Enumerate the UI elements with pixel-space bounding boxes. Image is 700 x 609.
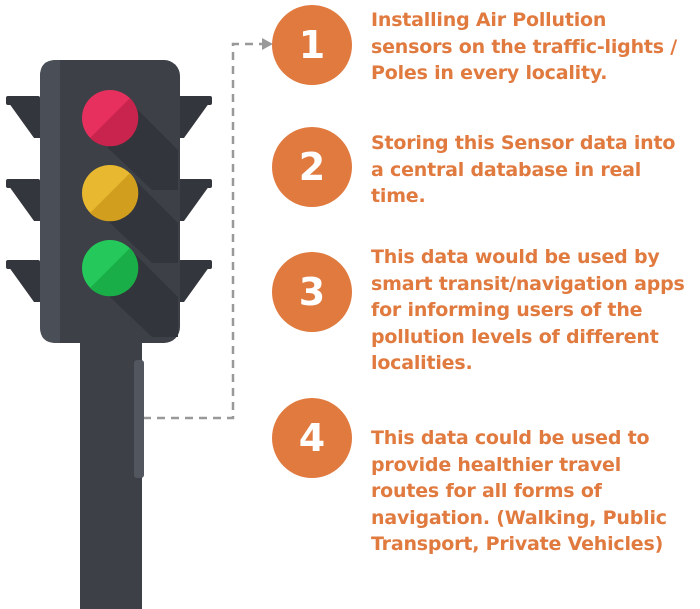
traffic-light-icon [6,60,212,609]
step-description: This data would be used by smart transit… [371,246,685,374]
step-number-badge: 1 [272,5,352,85]
green-light [82,240,139,297]
yellow-light [82,165,139,222]
step-number-badge: 4 [272,398,352,478]
red-light [82,90,139,147]
arrowhead-icon [262,38,273,50]
visor-left [6,99,40,138]
step-description: This data could be used to provide healt… [371,427,667,555]
dashed-connector [143,38,273,420]
step-number-badge: 3 [272,252,352,332]
visor-right [178,99,212,138]
pole [80,300,142,609]
step-description: Installing Air Pollution sensors on the … [371,9,678,84]
step-description: Storing this Sensor data into a central … [371,132,676,207]
step-number-badge: 2 [272,127,352,207]
